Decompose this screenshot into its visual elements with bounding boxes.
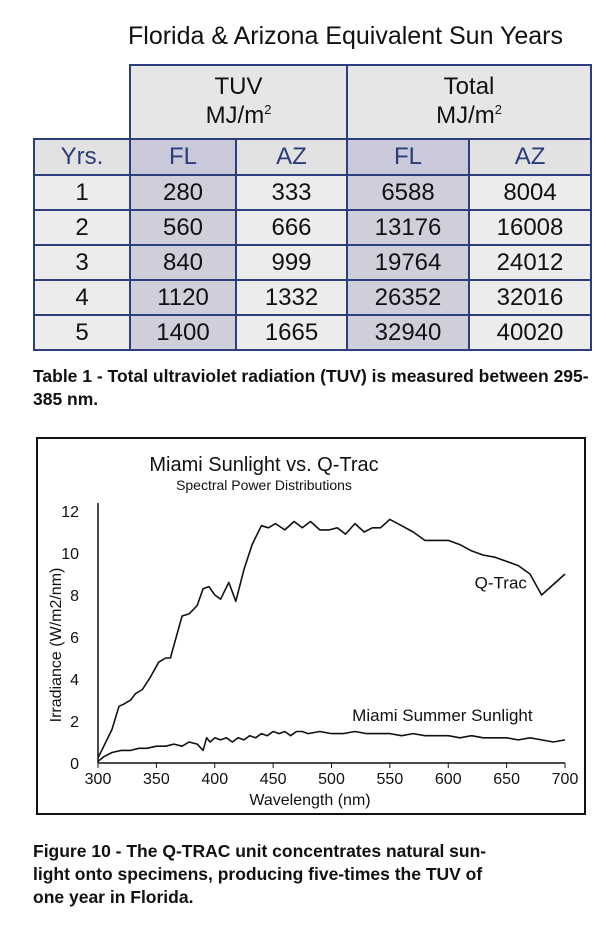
y-tick-label: 8 [70,588,79,605]
y-tick-label: 12 [61,504,79,521]
table-caption: Table 1 - Total ultraviolet radiation (T… [33,366,589,409]
x-tick-label: 400 [201,771,228,788]
column-header-tuv-fl: FL [129,138,237,176]
group-header-total: Total MJ/m2 [346,64,593,140]
table-cell: 32016 [468,279,593,316]
table-cell: 1332 [234,279,349,316]
table-cell: 19764 [346,244,471,281]
table-cell: 1120 [129,279,237,316]
column-header-total-fl: FL [346,138,471,176]
group-total-unit: MJ/m2 [436,102,502,129]
x-tick-label: 500 [318,771,345,788]
table-cell: 24012 [468,244,593,281]
x-tick-label: 650 [493,771,520,788]
q-trac-label: Q-Trac [475,574,528,593]
x-axis-label: Wavelength (nm) [249,792,370,809]
table-cell: 13176 [346,209,471,246]
table-cell: 5 [33,314,131,351]
table-cell: 26352 [346,279,471,316]
figure-caption-line: one year in Florida. [33,887,194,907]
column-header-tuv-az: AZ [234,138,349,176]
table-row: 2 560 666 13176 16008 [33,209,593,246]
series-line-q-trac [98,518,566,760]
sun-years-table: TUV MJ/m2 Total MJ/m2 Yrs. FL AZ FL AZ 1… [33,64,593,351]
table-cell: 6588 [346,174,471,211]
x-tick-label: 700 [552,771,579,788]
y-tick-label: 10 [61,546,79,563]
table-cell: 999 [234,244,349,281]
table-row: 3 840 999 19764 24012 [33,244,593,281]
corner-blank [34,65,130,139]
chart-frame: Miami Sunlight vs. Q-Trac Spectral Power … [36,437,586,815]
table-cell: 280 [129,174,237,211]
chart-title: Miami Sunlight vs. Q-Trac [149,454,378,476]
table-cell: 1 [33,174,131,211]
figure-caption: Figure 10 - The Q-TRAC unit concentrates… [33,840,593,909]
table-cell: 40020 [468,314,593,351]
y-tick-label: 2 [70,714,79,731]
table-cell: 1665 [234,314,349,351]
table-row: 4 1120 1332 26352 32016 [33,279,593,316]
table-cell: 16008 [468,209,593,246]
table-row: 1 280 333 6588 8004 [33,174,593,211]
group-header-row: TUV MJ/m2 Total MJ/m2 [34,64,593,140]
miami-sunlight-label: Miami Summer Sunlight [352,706,533,725]
table-cell: 32940 [346,314,471,351]
x-tick-label: 350 [143,771,170,788]
group-tuv-unit: MJ/m2 [205,102,272,129]
figure-caption-line: light onto specimens, producing five-tim… [33,864,483,884]
column-header-total-az: AZ [468,138,593,176]
chart-subtitle: Spectral Power Distributions [176,477,352,493]
column-header-row: Yrs. FL AZ FL AZ [33,138,593,176]
x-tick-label: 300 [85,771,112,788]
table-cell: 4 [33,279,131,316]
table-cell: 3 [33,244,131,281]
y-tick-label: 4 [70,672,79,689]
table-cell: 840 [129,244,237,281]
table-title: Florida & Arizona Equivalent Sun Years [128,22,563,50]
x-tick-label: 550 [377,771,404,788]
table-cell: 666 [234,209,349,246]
column-header-years: Yrs. [33,138,131,176]
y-tick-label: 0 [70,756,79,773]
table-cell: 1400 [129,314,237,351]
x-tick-label: 450 [260,771,287,788]
group-tuv-label: TUV [214,73,263,101]
y-axis-label: Irradiance (W/m2/nm) [48,568,65,723]
y-tick-label: 6 [70,630,79,647]
series-line-miami-summer-sunlight [98,730,566,763]
table-cell: 333 [234,174,349,211]
table-cell: 8004 [468,174,593,211]
table-cell: 560 [129,209,237,246]
figure-caption-line: Figure 10 - The Q-TRAC unit concentrates… [33,841,487,861]
table-cell: 2 [33,209,131,246]
x-tick-label: 600 [435,771,462,788]
table-row: 5 1400 1665 32940 40020 [33,314,593,351]
group-total-label: Total [443,73,495,101]
group-header-tuv: TUV MJ/m2 [128,64,349,140]
